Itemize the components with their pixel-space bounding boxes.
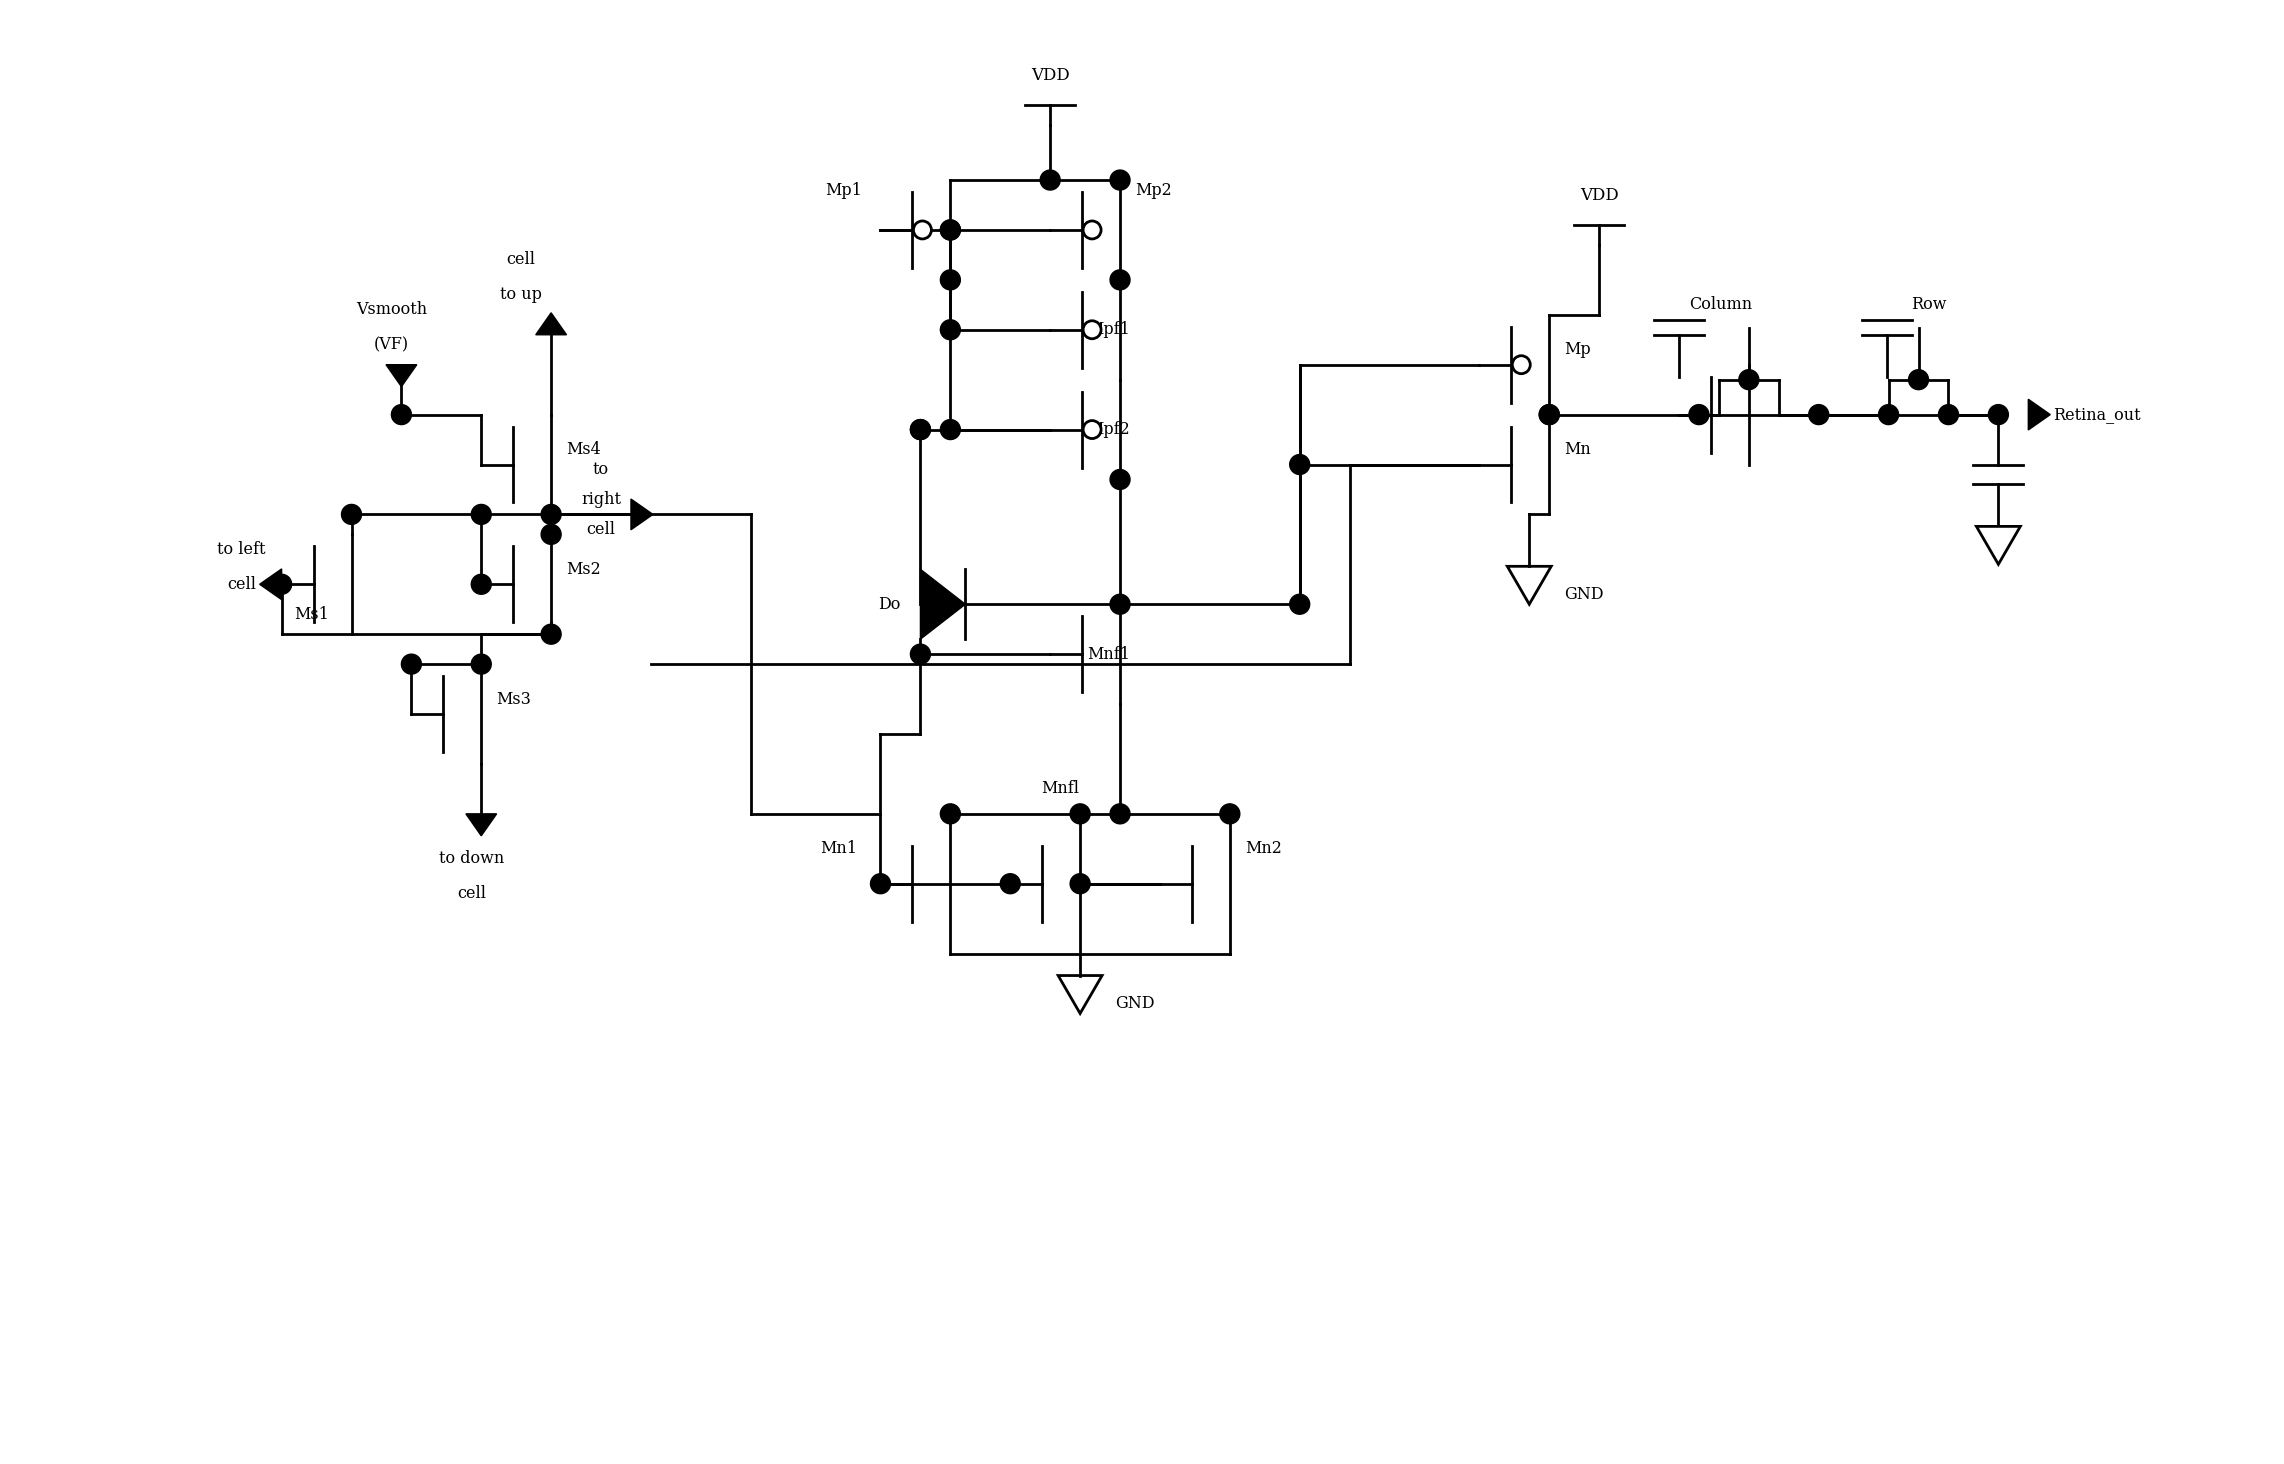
Polygon shape [920,569,966,640]
Text: GND: GND [1565,586,1603,603]
Circle shape [1909,370,1928,389]
Text: Ms3: Ms3 [496,691,532,707]
Text: Mn: Mn [1565,441,1592,458]
Text: (VF): (VF) [375,337,409,353]
Circle shape [541,505,562,524]
Text: Mpf2: Mpf2 [1087,422,1131,438]
Circle shape [1290,594,1309,615]
Circle shape [272,574,292,594]
Text: Mnfl: Mnfl [1042,780,1078,798]
Text: Mp: Mp [1565,341,1592,359]
Text: VDD: VDD [1030,67,1069,83]
Circle shape [911,420,930,439]
Polygon shape [630,499,653,530]
Text: Mn1: Mn1 [820,840,856,858]
Text: to: to [594,461,610,479]
Text: to down: to down [439,851,505,867]
Circle shape [1539,404,1560,425]
Polygon shape [2028,400,2051,430]
Text: right: right [580,490,621,508]
Circle shape [941,220,959,240]
Text: Row: Row [1912,296,1946,313]
Circle shape [1939,404,1957,425]
Text: Ms2: Ms2 [566,561,601,578]
Circle shape [941,220,959,240]
Circle shape [1071,804,1089,824]
Text: Mnf1: Mnf1 [1087,646,1131,663]
Text: Vsmooth: Vsmooth [356,302,427,318]
Circle shape [941,804,959,824]
Circle shape [1989,404,2008,425]
Circle shape [391,404,411,425]
Circle shape [541,524,562,545]
Circle shape [343,505,361,524]
Polygon shape [260,569,281,600]
Circle shape [1220,804,1240,824]
Text: Mpf1: Mpf1 [1087,321,1131,338]
Circle shape [1039,170,1060,190]
Text: Mp2: Mp2 [1135,182,1172,199]
Text: Ms1: Ms1 [295,606,329,622]
Circle shape [911,420,930,439]
Circle shape [1880,404,1898,425]
Text: Ms4: Ms4 [566,441,601,458]
Circle shape [1000,874,1021,893]
Text: to left: to left [217,540,265,558]
Text: Mn2: Mn2 [1245,840,1281,858]
Text: cell: cell [587,521,614,537]
Polygon shape [386,365,416,386]
Text: cell: cell [507,252,537,268]
Circle shape [1083,420,1101,439]
Circle shape [911,644,930,665]
Text: to up: to up [500,287,541,303]
Circle shape [1738,370,1759,389]
Circle shape [1083,321,1101,338]
Circle shape [471,654,491,673]
Polygon shape [466,814,496,836]
Circle shape [1512,356,1530,373]
Circle shape [1110,170,1131,190]
Circle shape [870,874,891,893]
Circle shape [1110,269,1131,290]
Text: cell: cell [226,575,256,593]
Circle shape [1110,804,1131,824]
Circle shape [941,269,959,290]
Circle shape [941,420,959,439]
Text: GND: GND [1115,996,1153,1012]
Text: Column: Column [1690,296,1752,313]
Circle shape [1110,470,1131,489]
Text: Retina_out: Retina_out [2053,406,2140,423]
Circle shape [1290,454,1309,474]
Text: Mp1: Mp1 [825,182,863,199]
Text: cell: cell [457,886,486,902]
Circle shape [471,574,491,594]
Text: Do: Do [877,596,900,613]
Circle shape [941,319,959,340]
Circle shape [1688,404,1708,425]
Circle shape [1539,404,1560,425]
Circle shape [1071,874,1089,893]
Circle shape [1083,221,1101,239]
Circle shape [471,505,491,524]
Circle shape [541,624,562,644]
Text: VDD: VDD [1581,186,1619,203]
Polygon shape [537,313,566,335]
Circle shape [914,221,932,239]
Circle shape [1110,594,1131,615]
Circle shape [1809,404,1829,425]
Circle shape [402,654,420,673]
